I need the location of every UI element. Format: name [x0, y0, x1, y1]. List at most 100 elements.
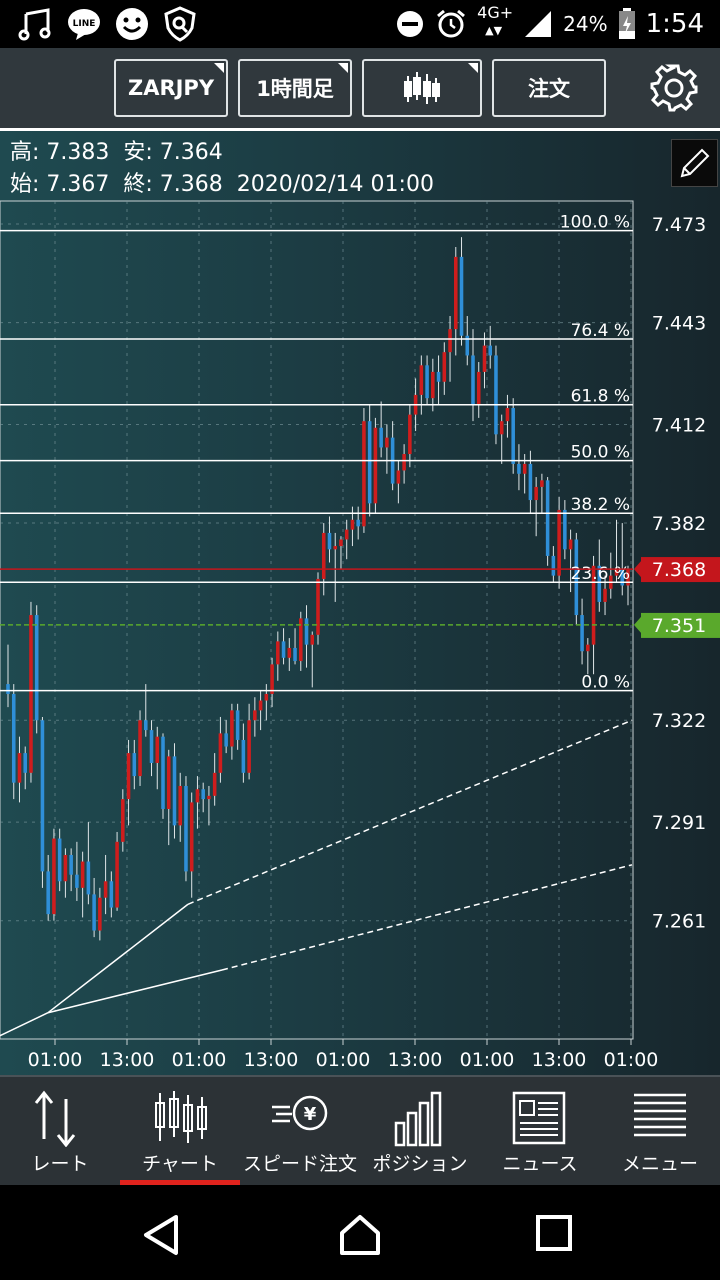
candle-up	[499, 421, 504, 435]
timeframe-select-button[interactable]: 1時間足	[238, 59, 352, 117]
candle-up	[80, 861, 85, 888]
nav-news[interactable]: ニュース	[480, 1077, 600, 1185]
candle-down	[34, 615, 39, 721]
candle-up	[591, 565, 596, 645]
x-tick-label: 01:00	[28, 1049, 83, 1071]
candle-up	[339, 539, 343, 547]
nav-position[interactable]: ポジション	[360, 1077, 480, 1185]
candle-up	[247, 720, 251, 773]
candlestick-icon	[404, 72, 440, 104]
recent-apps-icon[interactable]	[534, 1213, 574, 1253]
news-icon	[512, 1091, 566, 1145]
bid-price-tag-arrow	[634, 616, 641, 633]
candle-down	[40, 720, 45, 872]
candle-up	[166, 756, 171, 809]
candle-up	[385, 437, 389, 448]
nav-speed-order[interactable]: ¥ スピード注文	[240, 1077, 360, 1185]
candle-down	[580, 615, 584, 652]
candle-down	[92, 894, 96, 931]
candle-up	[189, 802, 194, 872]
nav-chart[interactable]: チャート	[120, 1077, 240, 1185]
candle-up	[29, 615, 33, 773]
chart-type-button[interactable]	[362, 59, 482, 117]
x-tick-label: 01:00	[172, 1049, 227, 1071]
chart-toolbar: ZARJPY 1時間足 注文	[0, 48, 720, 128]
fib-label: 38.2 %	[571, 495, 630, 515]
x-tick-label: 13:00	[532, 1049, 587, 1071]
active-tab-indicator	[120, 1180, 240, 1185]
trend-line-extension	[221, 864, 633, 971]
order-button[interactable]: 注文	[492, 59, 606, 117]
nav-menu[interactable]: メニュー	[600, 1077, 720, 1185]
svg-text:¥: ¥	[304, 1104, 317, 1125]
candle-up	[505, 408, 510, 422]
candle-up	[98, 897, 102, 931]
shield-icon	[164, 6, 196, 42]
candle-down	[224, 733, 228, 747]
candle-up	[178, 785, 183, 826]
symbol-select-button[interactable]: ZARJPY	[114, 59, 228, 117]
bid-price-label: 7.351	[652, 615, 706, 637]
candle-down	[241, 739, 246, 773]
candle-down	[436, 371, 441, 382]
candle-down	[86, 861, 91, 895]
trend-line-extension	[187, 719, 633, 905]
candle-down	[545, 480, 550, 556]
candle-up	[333, 546, 338, 550]
candle-down	[517, 463, 521, 474]
candle-down	[57, 838, 62, 882]
music-note-icon	[18, 8, 51, 41]
candle-down	[459, 256, 464, 336]
drawing-tool-button[interactable]	[671, 139, 718, 187]
candle-up	[362, 421, 366, 527]
candle-up	[207, 795, 211, 800]
y-tick-label: 7.443	[652, 313, 706, 335]
candle-down	[471, 355, 475, 405]
fib-label: 76.4 %	[571, 321, 630, 341]
back-icon[interactable]	[140, 1213, 184, 1257]
chart-area[interactable]: 01:00 13:00 01:00 13:00 01:00 13:00 01:00 13:00…	[0, 128, 720, 1075]
candle-up	[258, 700, 263, 711]
candle-down	[551, 555, 556, 576]
menu-lines-icon	[634, 1093, 686, 1137]
candle-up	[442, 352, 447, 382]
gear-icon[interactable]	[648, 62, 700, 114]
alarm-icon	[437, 9, 466, 38]
fib-label: 61.8 %	[571, 387, 630, 407]
position-bars-icon	[394, 1091, 442, 1147]
candle-up	[310, 634, 315, 645]
home-icon[interactable]	[338, 1213, 382, 1257]
candle-up	[402, 454, 406, 471]
nav-chart-label: チャート	[142, 1153, 218, 1175]
candle-down	[620, 569, 625, 586]
candle-up	[448, 329, 452, 353]
candle-down	[465, 335, 470, 356]
candle-down	[11, 693, 16, 783]
candle-up	[17, 753, 22, 783]
candle-up	[115, 841, 119, 908]
trend-line	[47, 903, 189, 1014]
nav-rate[interactable]: レート	[0, 1077, 120, 1185]
rate-arrows-icon	[34, 1090, 76, 1147]
fib-label: 100.0 %	[560, 213, 630, 233]
candle-up	[287, 647, 292, 658]
candle-down	[75, 874, 79, 888]
candle-down	[494, 355, 498, 435]
ohlc-high-low: 高: 7.383 安: 7.364	[10, 140, 223, 165]
candle-down	[528, 463, 533, 501]
nav-speed-order-label: スピード注文	[242, 1153, 357, 1175]
candle-down	[201, 789, 205, 800]
trend-line	[0, 1012, 49, 1037]
nav-position-label: ポジション	[372, 1153, 468, 1175]
candle-up	[419, 365, 424, 395]
y-tick-label: 7.322	[652, 710, 706, 732]
candle-up	[155, 736, 160, 763]
candlestick-chart[interactable]: 01:00 13:00 01:00 13:00 01:00 13:00 01:00 13:00…	[0, 128, 720, 1075]
battery-percent: 24%	[563, 12, 608, 36]
candle-down	[511, 408, 515, 464]
chart-top-divider	[0, 128, 720, 131]
candle-down	[149, 730, 154, 763]
y-tick-label: 7.473	[652, 214, 706, 236]
x-tick-label: 13:00	[100, 1049, 155, 1071]
candle-up	[586, 644, 590, 652]
